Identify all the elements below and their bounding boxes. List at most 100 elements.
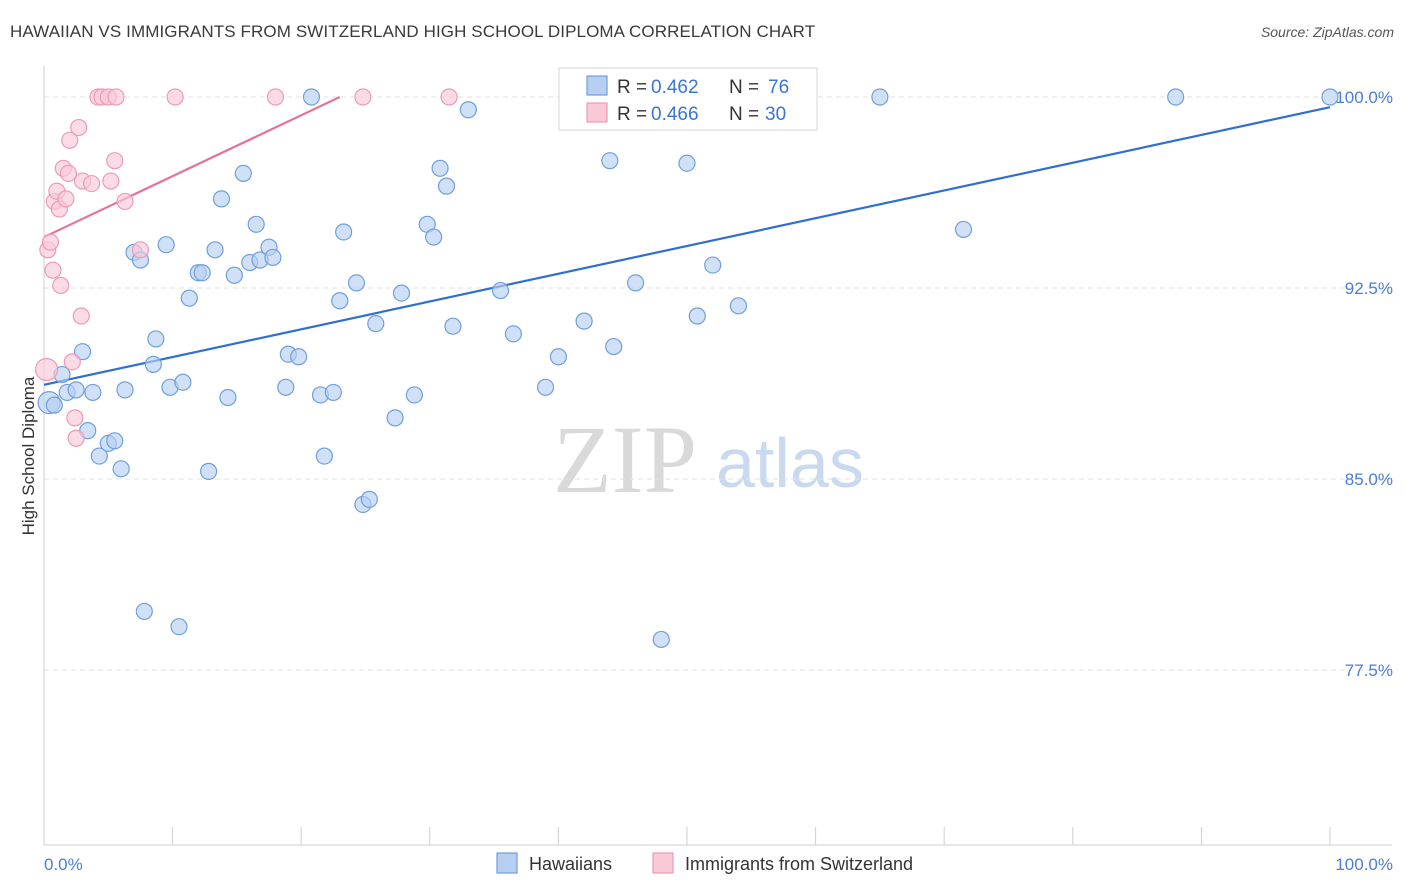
point-swiss <box>70 118 88 137</box>
point-swiss <box>52 276 70 295</box>
point-hawaiians <box>504 325 522 343</box>
point-hawaiians <box>234 164 252 182</box>
y-axis-label: High School Diploma <box>19 376 38 535</box>
point-swiss <box>440 88 458 106</box>
data-points <box>34 88 1339 649</box>
point-hawaiians <box>264 248 282 267</box>
axes <box>43 66 1392 846</box>
stats-legend: R = 0.462 N = 76 R = 0.466 N = 30 <box>558 67 818 131</box>
point-hawaiians <box>290 348 308 366</box>
point-hawaiians <box>431 159 449 177</box>
point-swiss <box>82 174 101 193</box>
point-hawaiians <box>147 330 165 348</box>
point-swiss <box>67 429 85 447</box>
point-hawaiians <box>575 312 593 330</box>
point-hawaiians <box>67 381 85 399</box>
point-hawaiians <box>200 462 218 480</box>
legend-r-label-2: R = <box>617 104 647 125</box>
point-hawaiians <box>206 241 224 259</box>
point-hawaiians <box>536 378 555 396</box>
legend-n-label-2: N = <box>729 104 759 125</box>
point-hawaiians <box>144 355 162 373</box>
trend-line-swiss <box>43 96 341 239</box>
point-hawaiians <box>652 630 670 649</box>
point-hawaiians <box>437 177 456 195</box>
point-hawaiians <box>1167 88 1185 106</box>
point-hawaiians <box>335 223 353 241</box>
point-hawaiians <box>491 281 510 300</box>
tick-labels: 100.0% 92.5% 85.0% 77.5% 0.0% 100.0% <box>44 88 1393 874</box>
bottom-legend-hawaiians: Hawaiians <box>529 854 612 874</box>
point-hawaiians <box>135 602 153 621</box>
legend-r-value-1: 0.462 <box>651 77 699 98</box>
point-hawaiians <box>84 383 102 402</box>
point-hawaiians <box>90 447 108 465</box>
point-hawaiians <box>331 292 349 310</box>
point-hawaiians <box>324 383 342 402</box>
x-tick-label-min: 0.0% <box>44 855 83 874</box>
point-swiss <box>266 88 285 106</box>
point-hawaiians <box>170 618 188 636</box>
point-hawaiians <box>277 378 295 396</box>
point-swiss <box>354 88 372 106</box>
legend-n-value-1: 76 <box>768 77 789 98</box>
point-hawaiians <box>392 284 411 302</box>
point-hawaiians <box>386 409 404 427</box>
point-hawaiians <box>360 490 378 508</box>
legend-n-value-2: 30 <box>765 104 786 125</box>
point-hawaiians <box>247 215 265 233</box>
trend-lines <box>43 96 1331 386</box>
point-swiss <box>106 152 124 170</box>
point-swiss <box>41 233 60 251</box>
point-hawaiians <box>678 154 696 172</box>
point-swiss <box>72 307 90 325</box>
point-hawaiians <box>193 264 211 282</box>
point-hawaiians <box>225 266 243 284</box>
point-swiss <box>44 261 62 279</box>
point-hawaiians <box>425 228 443 246</box>
bottom-legend-swatch-swiss <box>652 852 674 874</box>
point-hawaiians <box>626 274 645 292</box>
point-hawaiians <box>1321 88 1339 106</box>
point-hawaiians <box>106 432 124 450</box>
point-swiss <box>61 131 79 149</box>
point-hawaiians <box>347 274 366 292</box>
point-hawaiians <box>219 388 237 407</box>
trend-line-hawaiians <box>43 106 1331 386</box>
legend-swatch-hawaiians <box>586 75 608 96</box>
y-tick-label: 77.5% <box>1345 661 1393 680</box>
point-hawaiians <box>112 460 130 478</box>
y-tick-label: 100.0% <box>1335 88 1393 107</box>
point-swiss <box>59 164 78 182</box>
point-hawaiians <box>45 396 63 414</box>
point-hawaiians <box>601 152 619 170</box>
point-swiss <box>131 241 150 259</box>
point-hawaiians <box>116 381 134 399</box>
point-hawaiians <box>180 289 198 307</box>
x-tick-label-max: 100.0% <box>1335 855 1393 874</box>
point-hawaiians <box>729 297 748 315</box>
legend-n-label-1: N = <box>729 77 759 98</box>
point-swiss <box>116 192 134 211</box>
watermark-zip: ZIP <box>553 406 697 513</box>
point-swiss <box>66 409 84 427</box>
point-hawaiians <box>157 236 175 254</box>
point-hawaiians <box>73 343 92 361</box>
point-hawaiians <box>444 317 462 335</box>
legend-r-value-2: 0.466 <box>651 104 699 125</box>
point-hawaiians <box>367 315 385 333</box>
point-hawaiians <box>871 88 889 106</box>
point-hawaiians <box>174 373 192 391</box>
point-hawaiians <box>704 256 722 274</box>
point-swiss <box>107 88 125 106</box>
point-hawaiians <box>688 307 706 325</box>
point-swiss <box>57 190 75 208</box>
gridlines <box>44 96 1392 671</box>
point-swiss <box>102 172 120 190</box>
chart-title: HAWAIIAN VS IMMIGRANTS FROM SWITZERLAND … <box>10 22 816 41</box>
point-hawaiians <box>315 447 333 465</box>
y-tick-label: 92.5% <box>1345 279 1393 298</box>
point-swiss <box>166 88 184 106</box>
bottom-legend-swiss: Immigrants from Switzerland <box>685 854 913 874</box>
